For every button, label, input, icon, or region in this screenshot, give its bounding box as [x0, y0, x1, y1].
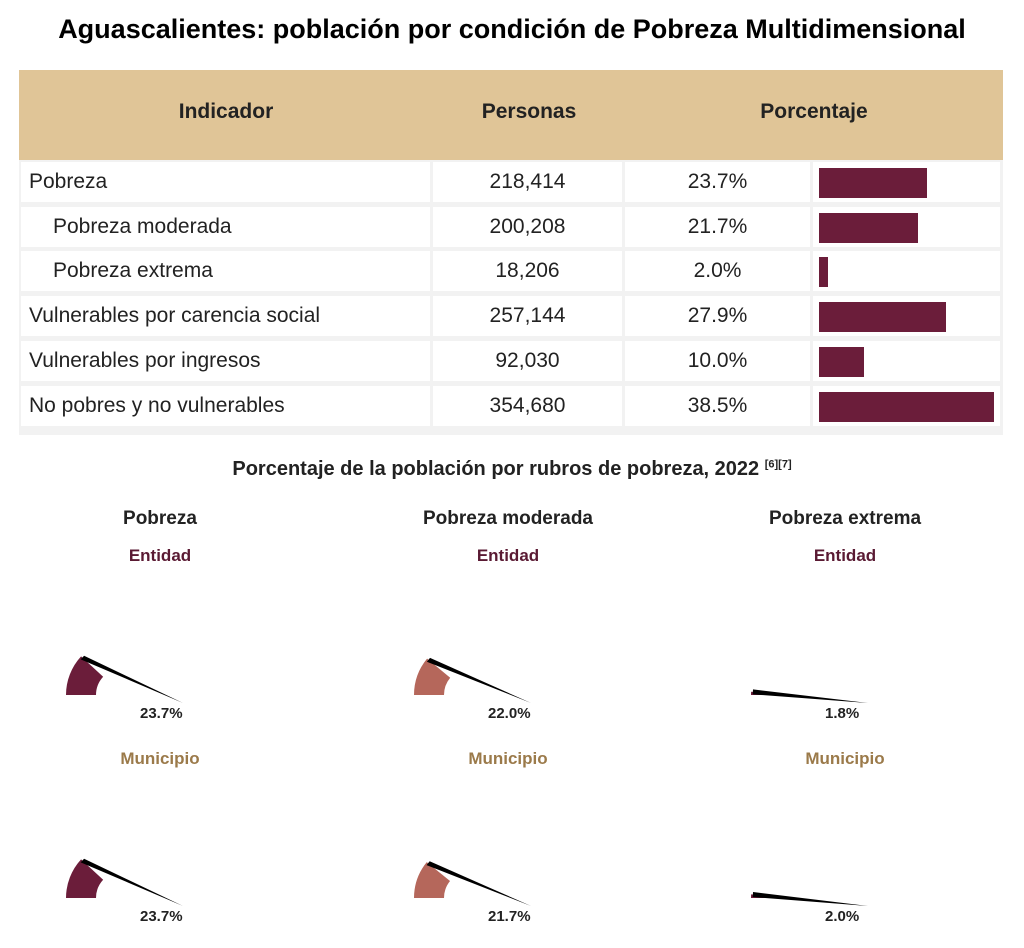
percentage-bar [819, 212, 918, 243]
table-header: Indicador Personas Porcentaje [19, 70, 1003, 160]
entidad-label: Entidad [813, 546, 877, 565]
indicador-label: Vulnerables por ingresos [29, 348, 261, 372]
indicador-label: Pobreza extrema [53, 259, 213, 283]
cell-porcentaje: 38.5% [625, 385, 810, 426]
gauge-name: Pobreza [123, 508, 197, 529]
indicador-label: Pobreza [29, 170, 108, 193]
gauge-needle [752, 892, 868, 906]
table-row: Pobreza extrema 18,206 2.0% [19, 251, 1003, 295]
gauge-arc [66, 859, 104, 898]
cell-personas: 354,680 [433, 385, 622, 426]
header-indicador: Indicador [178, 100, 274, 123]
gauge-needle [80, 858, 183, 906]
municipio-value: 23.7% [140, 908, 183, 925]
table-row: Vulnerables por ingresos 92,030 10.0% [19, 340, 1003, 385]
gauge-name: Pobreza extrema [768, 508, 922, 529]
gauge-arc [66, 656, 104, 695]
cell-personas: 257,144 [433, 296, 622, 337]
indicador-label: Vulnerables por carencia social [29, 304, 321, 328]
cell-porcentaje: 21.7% [625, 206, 810, 247]
entidad-value: 22.0% [488, 705, 531, 722]
entidad-value: 1.8% [825, 705, 860, 722]
percentage-bar [819, 257, 829, 288]
gauge-column: Pobreza extrema Entidad Municipio 1.8% 2.0% [695, 500, 995, 940]
page-title: Aguascalientes: población por condición … [58, 14, 966, 44]
gauge-needle [80, 655, 183, 703]
gauges-refs: [6][7] [764, 458, 792, 471]
cell-porcentaje: 10.0% [625, 340, 810, 381]
cell-bar [813, 340, 1000, 381]
cell-bar [813, 251, 1000, 292]
gauge-arc [414, 862, 451, 898]
entidad-value: 23.7% [140, 705, 183, 722]
gauge-needle [752, 689, 868, 703]
cell-indicador: Pobreza [21, 162, 430, 202]
table-row: Pobreza 218,414 23.7% [19, 162, 1003, 206]
cell-indicador: Vulnerables por carencia social [21, 296, 430, 337]
municipio-gauge [414, 861, 531, 906]
cell-indicador: Vulnerables por ingresos [21, 340, 430, 381]
gauges-title: Porcentaje de la población por rubros de… [0, 458, 1024, 481]
municipio-value: 21.7% [488, 908, 531, 925]
cell-bar [813, 162, 1000, 202]
cell-indicador: Pobreza extrema [21, 251, 430, 292]
header-personas: Personas [481, 100, 577, 123]
gauge-name: Pobreza moderada [423, 508, 593, 529]
cell-personas: 92,030 [433, 340, 622, 381]
municipio-label: Municipio [805, 749, 885, 768]
entidad-gauge [414, 657, 531, 703]
cell-indicador: No pobres y no vulnerables [21, 385, 430, 426]
indicador-label: No pobres y no vulnerables [29, 393, 285, 417]
cell-porcentaje: 27.9% [625, 296, 810, 337]
entidad-label: Entidad [128, 546, 192, 565]
indicador-label: Pobreza moderada [53, 214, 232, 238]
cell-indicador: Pobreza moderada [21, 206, 430, 247]
cell-porcentaje: 23.7% [625, 162, 810, 202]
municipio-label: Municipio [120, 749, 200, 768]
cell-personas: 200,208 [433, 206, 622, 247]
gauge-needle [426, 657, 531, 703]
municipio-gauge [751, 892, 868, 906]
municipio-gauge [66, 858, 183, 906]
entidad-gauge [751, 689, 868, 703]
municipio-value: 2.0% [825, 908, 860, 925]
cell-bar [813, 385, 1000, 426]
table-row: No pobres y no vulnerables 354,680 38.5% [19, 385, 1003, 430]
cell-porcentaje: 2.0% [625, 251, 810, 292]
gauge-arc [414, 658, 451, 695]
cell-bar [813, 296, 1000, 337]
percentage-bar [819, 168, 927, 198]
entidad-label: Entidad [476, 546, 540, 565]
cell-personas: 218,414 [433, 162, 622, 202]
percentage-bar [819, 346, 865, 377]
gauges-title-text: Porcentaje de la población por rubros de… [232, 458, 760, 480]
header-porcentaje: Porcentaje [760, 100, 868, 123]
poverty-table: Indicador Personas Porcentaje Pobreza 218… [19, 70, 1003, 435]
municipio-label: Municipio [468, 749, 548, 768]
gauge-needle [426, 861, 531, 906]
gauge-column: Pobreza moderada Entidad Municipio 22.0% 21.… [358, 500, 658, 940]
entidad-gauge [66, 655, 183, 703]
gauge-column: Pobreza Entidad Municipio 23.7% 23.7% [10, 500, 310, 940]
percentage-bar [819, 302, 946, 333]
cell-bar [813, 206, 1000, 247]
percentage-bar [819, 391, 994, 422]
cell-personas: 18,206 [433, 251, 622, 292]
table-row: Vulnerables por carencia social 257,144 27… [19, 296, 1003, 340]
table-row: Pobreza moderada 200,208 21.7% [19, 206, 1003, 251]
